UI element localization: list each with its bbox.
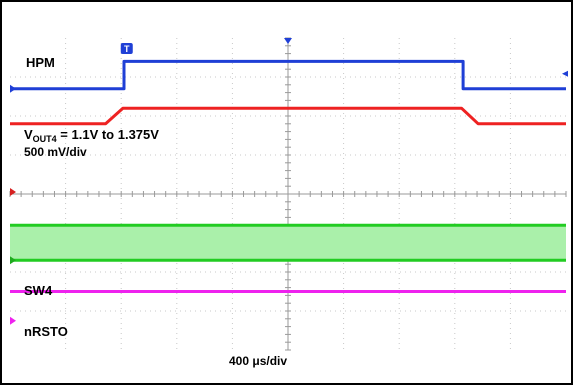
channel-marker-v-out4-icon (10, 188, 16, 197)
trace-hpm (10, 59, 566, 91)
label-vout4-scale: 500 mV/div (24, 145, 87, 159)
label-hpm: HPM (26, 55, 55, 70)
label-vout4-range: = 1.1V to 1.375V (57, 127, 160, 142)
traces (10, 59, 566, 293)
label-vout4-subscript: OUT4 (33, 134, 57, 144)
offscreen-arrow-icon (562, 70, 568, 77)
timebase-label: 400 μs/div (229, 354, 287, 368)
label-vout4: VOUT4 = 1.1V to 1.375V (24, 127, 159, 144)
channel-marker-nrsto-icon (10, 316, 16, 325)
label-nrsto: nRSTO (24, 324, 68, 339)
channel-marker-sw4-icon (10, 256, 16, 265)
trigger-marker-icon (120, 43, 133, 54)
trace-sw4-switching-band (10, 225, 566, 261)
channel-markers: T (10, 38, 568, 325)
trace-v-out4 (10, 106, 566, 126)
center-position-marker-icon (284, 38, 292, 44)
label-sw4: SW4 (24, 283, 53, 298)
channel-marker-hpm-icon (10, 84, 16, 93)
trigger-marker-label: T (124, 44, 130, 54)
